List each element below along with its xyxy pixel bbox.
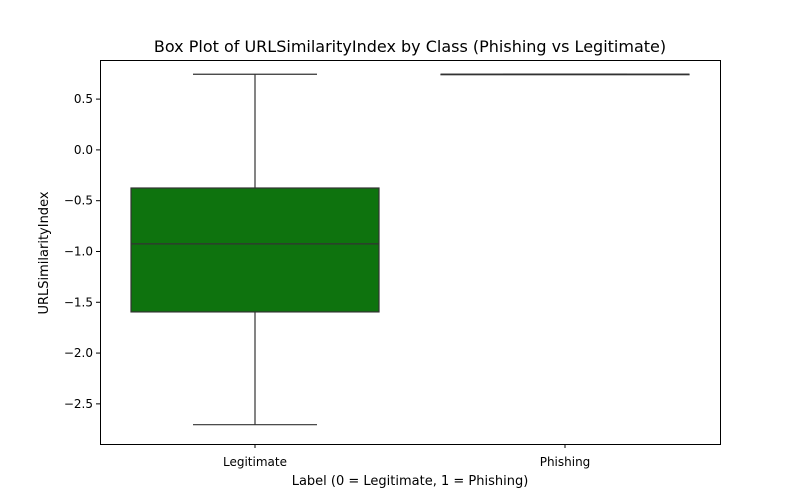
plot-area-frame [100, 60, 721, 445]
y-tick-label: −1.5 [64, 295, 93, 309]
y-tick-label: −1.0 [64, 244, 93, 258]
chart-title: Box Plot of URLSimilarityIndex by Class … [154, 37, 666, 56]
y-axis: 0.5 0.0 −0.5 −1.0 −1.5 −2.0 −2.5 [64, 92, 100, 411]
box-iqr [130, 187, 380, 313]
y-tick-label: −0.5 [64, 194, 93, 208]
x-tick-label: Phishing [540, 455, 591, 469]
boxes-layer [130, 73, 690, 426]
y-tick-label: −2.5 [64, 397, 93, 411]
y-axis-label: URLSimilarityIndex [37, 191, 52, 314]
y-tick-label: −2.0 [64, 346, 93, 360]
x-axis-label: Label (0 = Legitimate, 1 = Phishing) [292, 474, 529, 489]
y-tick-label: 0.5 [74, 92, 93, 106]
y-tick-label: 0.0 [74, 143, 93, 157]
x-axis: Legitimate Phishing [223, 444, 590, 469]
x-tick-label: Legitimate [223, 455, 287, 469]
